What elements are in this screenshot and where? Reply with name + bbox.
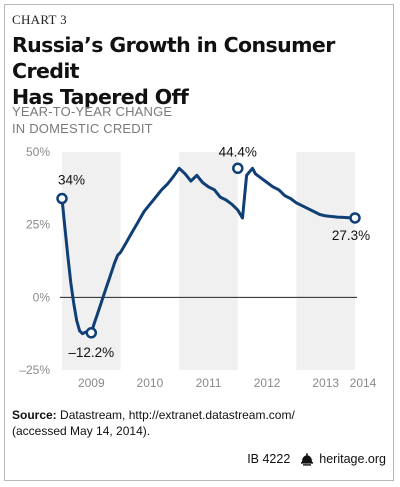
footer: IB 4222 heritage.org [247, 452, 386, 466]
data-label: –12.2% [68, 345, 114, 360]
x-tick-label: 2011 [196, 376, 222, 390]
year-band [296, 152, 355, 370]
source-text: Datastream, http://extranet.datastream.c… [60, 408, 295, 422]
y-tick-label: 50% [26, 145, 50, 159]
data-point-marker [349, 212, 361, 224]
chart-title-line-1: Russia’s Growth in Consumer Credit [12, 33, 335, 83]
data-label: 27.3% [332, 228, 370, 243]
data-point-marker [85, 327, 98, 339]
x-tick-label: 2014 [350, 376, 377, 390]
chart-subtitle-line-1: YEAR-TO-YEAR CHANGE [12, 104, 173, 119]
chart-subtitle-line-2: IN DOMESTIC CREDIT [12, 121, 153, 136]
source-text-2: (accessed May 14, 2014). [12, 424, 151, 438]
source-note: Source: Datastream, http://extranet.data… [12, 407, 382, 439]
y-tick-label: 0% [33, 290, 51, 304]
y-tick-label: –25% [19, 363, 50, 377]
chart-title-line-2: Has Tapered Off [12, 85, 189, 109]
y-tick-label: 25% [26, 218, 50, 232]
bell-icon [301, 452, 314, 466]
data-point-marker [56, 192, 68, 205]
data-label: 44.4% [219, 144, 257, 159]
x-tick-label: 2013 [312, 376, 339, 390]
source-label: Source: [12, 408, 57, 422]
data-point-marker [232, 162, 244, 175]
site-name: heritage.org [319, 452, 386, 466]
chart-subtitle: YEAR-TO-YEAR CHANGE IN DOMESTIC CREDIT [12, 103, 312, 137]
x-tick-label: 2010 [137, 376, 164, 390]
chart-title: Russia’s Growth in Consumer Credit Has T… [12, 32, 392, 110]
data-label: 34% [58, 173, 85, 188]
year-band [179, 152, 238, 370]
x-tick-label: 2009 [78, 376, 105, 390]
chart-number-label: CHART 3 [12, 12, 67, 27]
brief-id: IB 4222 [247, 452, 291, 466]
x-tick-label: 2012 [254, 376, 281, 390]
